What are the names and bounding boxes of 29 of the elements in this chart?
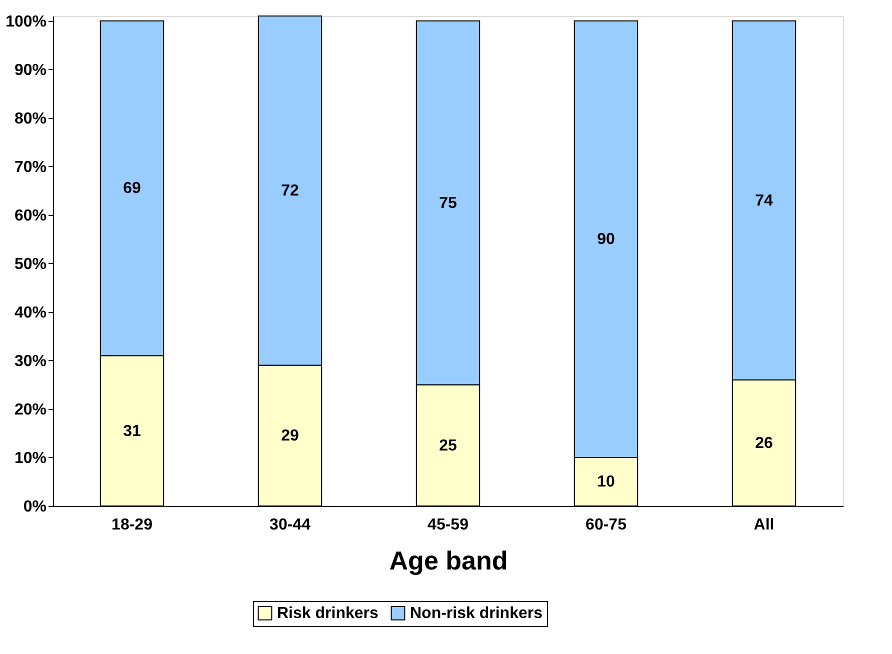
- data-label: 31: [123, 422, 141, 440]
- data-label: 25: [439, 437, 457, 454]
- y-tick-label: 10%: [14, 450, 46, 467]
- y-tick-label: 30%: [14, 352, 46, 370]
- y-tick-label: 20%: [14, 401, 46, 418]
- data-label: 26: [755, 434, 773, 452]
- x-tick-label: 60-75: [586, 516, 627, 534]
- legend-label: Non-risk drinkers: [410, 605, 543, 622]
- legend-label: Risk drinkers: [277, 605, 378, 622]
- data-label: 74: [755, 192, 773, 210]
- y-tick-label: 100%: [6, 13, 46, 30]
- x-axis-title: Age band: [389, 546, 508, 576]
- x-tick-label: 18-29: [112, 516, 153, 534]
- x-tick-label: 45-59: [428, 516, 469, 534]
- data-label: 75: [439, 194, 457, 212]
- data-label: 72: [281, 182, 299, 200]
- y-tick-label: 40%: [14, 304, 46, 322]
- y-tick-label: 60%: [14, 207, 46, 224]
- data-label: 90: [597, 231, 615, 248]
- data-label: 29: [281, 428, 299, 445]
- y-tick-label: 0%: [23, 498, 46, 516]
- y-tick-label: 80%: [14, 110, 46, 128]
- y-tick-label: 90%: [14, 62, 46, 79]
- data-label: 10: [597, 474, 615, 491]
- data-label: 69: [123, 180, 141, 198]
- y-tick-label: 70%: [14, 158, 46, 176]
- x-tick-label: All: [754, 516, 774, 534]
- y-tick-label: 50%: [14, 256, 46, 273]
- x-tick-label: 30-44: [270, 516, 311, 534]
